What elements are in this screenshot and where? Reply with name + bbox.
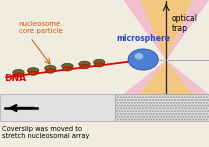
Polygon shape bbox=[140, 0, 192, 60]
Text: optical
trap: optical trap bbox=[171, 14, 197, 33]
Text: nucleosome
core particle: nucleosome core particle bbox=[19, 21, 62, 34]
Ellipse shape bbox=[79, 61, 90, 67]
Polygon shape bbox=[123, 60, 209, 94]
Ellipse shape bbox=[63, 67, 72, 71]
Polygon shape bbox=[140, 60, 192, 94]
Circle shape bbox=[128, 49, 158, 70]
Ellipse shape bbox=[13, 70, 24, 75]
Polygon shape bbox=[123, 0, 209, 60]
Ellipse shape bbox=[93, 59, 105, 65]
Ellipse shape bbox=[46, 69, 55, 73]
Ellipse shape bbox=[95, 63, 104, 67]
Ellipse shape bbox=[29, 71, 38, 75]
Ellipse shape bbox=[27, 68, 39, 74]
Circle shape bbox=[134, 53, 143, 60]
Ellipse shape bbox=[45, 65, 56, 71]
Ellipse shape bbox=[14, 73, 23, 77]
Text: DNA: DNA bbox=[4, 74, 26, 83]
Ellipse shape bbox=[62, 63, 73, 69]
Bar bbox=[0, 94, 115, 121]
Text: microsphere: microsphere bbox=[116, 34, 170, 43]
Ellipse shape bbox=[80, 65, 89, 69]
Bar bbox=[115, 94, 209, 121]
Text: Coverslip was moved to
stretch nucleosomal array: Coverslip was moved to stretch nucleosom… bbox=[2, 126, 89, 139]
